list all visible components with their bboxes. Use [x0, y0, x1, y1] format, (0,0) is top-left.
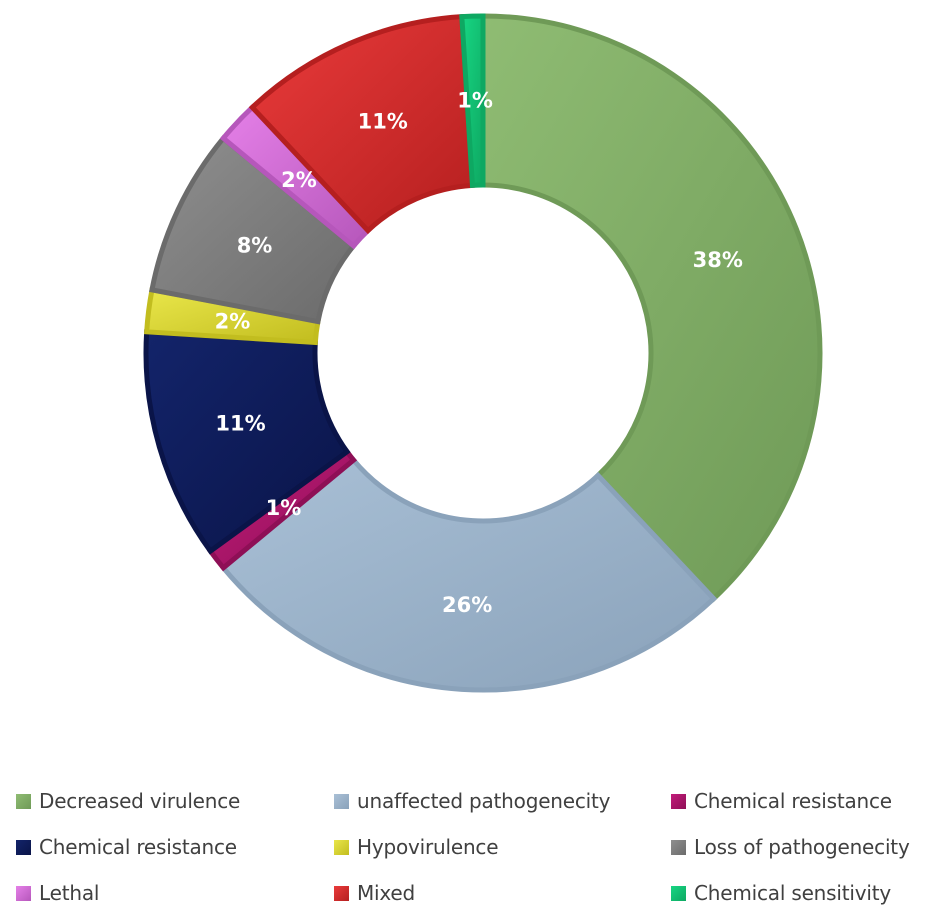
slice-label-8: 1% — [457, 89, 493, 113]
legend-item-chemical-sensitivity: Chemical sensitivity — [671, 881, 931, 905]
slice-label-5: 8% — [237, 233, 273, 257]
slice-label-0: 38% — [693, 248, 743, 272]
legend-label: Decreased virulence — [39, 789, 241, 813]
legend-item-unaffected-pathogenecity: unaffected pathogenecity — [334, 789, 671, 813]
donut-slices — [143, 13, 823, 693]
legend-swatch — [334, 885, 349, 901]
legend-label: Lethal — [39, 881, 100, 905]
legend-row: Decreased virulence unaffected pathogene… — [16, 778, 931, 824]
slice-label-1: 26% — [442, 593, 492, 617]
legend-item-chemical-resistance-2: Chemical resistance — [16, 835, 334, 859]
legend-item-hypovirulence: Hypovirulence — [334, 835, 671, 859]
slice-label-6: 2% — [281, 168, 317, 192]
slice-chemical-sensitivity-8 — [459, 13, 486, 188]
slice-label-7: 11% — [358, 109, 408, 133]
slice-mixed-7 — [248, 14, 476, 235]
legend-swatch — [671, 839, 686, 855]
legend-row: Chemical resistance Hypovirulence Loss o… — [16, 824, 931, 870]
legend-label: Loss of pathogenecity — [694, 835, 910, 859]
legend-label: Chemical resistance — [39, 835, 237, 859]
legend-swatch — [16, 839, 31, 855]
donut-labels: 38% 26% 1% 11% 2% 8% 2% 11% 1% — [215, 89, 743, 617]
legend-swatch — [16, 793, 31, 809]
chart-legend: Decreased virulence unaffected pathogene… — [16, 778, 931, 916]
legend-item-loss-of-pathogenecity: Loss of pathogenecity — [671, 835, 931, 859]
legend-item-lethal: Lethal — [16, 881, 334, 905]
slice-label-3: 11% — [215, 411, 265, 435]
slice-chemical-resistance-3 — [143, 329, 351, 555]
legend-item-chemical-resistance-1: Chemical resistance — [671, 789, 931, 813]
legend-item-mixed: Mixed — [334, 881, 671, 905]
legend-label: Chemical resistance — [694, 789, 892, 813]
donut-chart: 38% 26% 1% 11% 2% 8% 2% 11% 1% — [143, 13, 823, 693]
legend-item-decreased-virulence: Decreased virulence — [16, 789, 334, 813]
legend-swatch — [16, 885, 31, 901]
legend-row: Lethal Mixed Chemical sensitivity — [16, 870, 931, 916]
legend-swatch — [334, 793, 349, 809]
legend-swatch — [671, 793, 686, 809]
slice-label-2: 1% — [266, 496, 302, 520]
slice-decreased-virulence-0 — [480, 13, 823, 603]
legend-label: unaffected pathogenecity — [357, 789, 611, 813]
legend-label: Mixed — [357, 881, 416, 905]
legend-swatch — [671, 885, 686, 901]
legend-label: Chemical sensitivity — [694, 881, 891, 905]
slice-label-4: 2% — [215, 309, 251, 333]
slice-unaffected-pathogenecity-1 — [219, 456, 718, 693]
legend-label: Hypovirulence — [357, 835, 499, 859]
legend-swatch — [334, 839, 349, 855]
